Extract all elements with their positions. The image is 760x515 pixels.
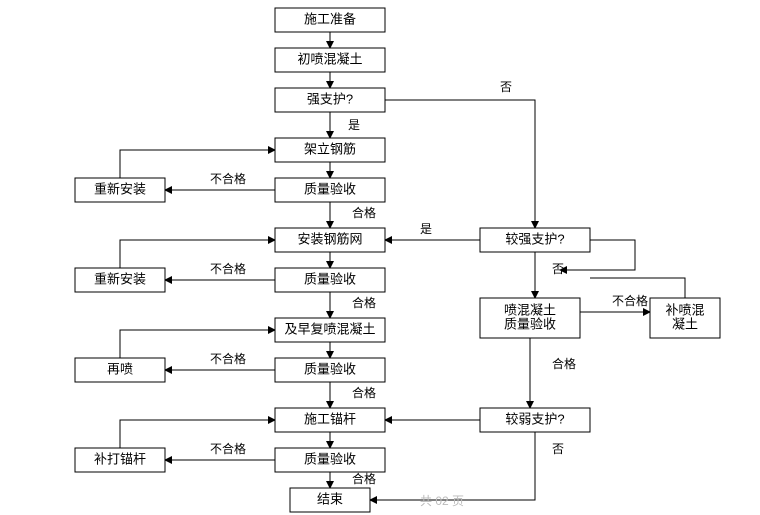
- edge-20: [120, 330, 275, 358]
- node-qa3: 质量验收: [275, 358, 385, 382]
- node-label-reinst2: 重新安装: [94, 271, 146, 286]
- node-end: 结束: [290, 488, 370, 512]
- node-label-spray1: 初喷混凝土: [297, 51, 362, 66]
- node-reinst1: 重新安装: [75, 178, 165, 202]
- node-label-respray: 及早复喷混凝土: [284, 321, 375, 336]
- node-label-qa1: 质量验收: [304, 181, 356, 196]
- node-qa4: 质量验收: [275, 448, 385, 472]
- node-label-supspray-0: 补喷混: [665, 302, 704, 317]
- node-strong: 强支护?: [275, 88, 385, 112]
- node-weak: 较弱支护?: [480, 408, 590, 432]
- node-label-qa2: 质量验收: [304, 271, 356, 286]
- watermark-text: 共 02 页: [420, 494, 464, 508]
- node-label-qa3: 质量验收: [304, 361, 356, 376]
- edge-label-5: 不合格: [210, 171, 246, 186]
- node-label-erect: 架立钢筋: [304, 141, 356, 156]
- node-label-weak: 较弱支护?: [505, 411, 564, 426]
- edge-label-9: 否: [552, 262, 564, 276]
- edge-label-8: 是: [420, 222, 432, 236]
- node-mesh: 安装钢筋网: [275, 228, 385, 252]
- edge-label-3: 否: [500, 80, 512, 94]
- nodes-layer: 施工准备初喷混凝土强支护?架立钢筋质量验收重新安装安装钢筋网较强支护?质量验收重…: [75, 8, 720, 512]
- edge-label-25: 不合格: [210, 441, 246, 456]
- node-label-end: 结束: [317, 491, 343, 506]
- edge-label-7: 合格: [352, 205, 376, 220]
- edge-label-12: 不合格: [210, 261, 246, 276]
- edge-label-14: 合格: [352, 295, 376, 310]
- node-label-strong: 强支护?: [307, 91, 353, 106]
- node-label-mesh: 安装钢筋网: [297, 231, 362, 246]
- edges-layer: 是否不合格合格是否不合格合格不合格合格不合格合格否不合格合格: [120, 32, 685, 500]
- edge-26: [120, 420, 275, 448]
- edge-label-2: 是: [348, 118, 360, 132]
- node-label-resp2: 再喷: [107, 361, 133, 376]
- node-label-qa4: 质量验收: [304, 451, 356, 466]
- node-label-prep: 施工准备: [304, 11, 356, 26]
- edge-6: [120, 150, 275, 178]
- node-medium: 较强支护?: [480, 228, 590, 252]
- edge-label-27: 合格: [352, 471, 376, 486]
- node-spray1: 初喷混凝土: [275, 48, 385, 72]
- node-qa2: 质量验收: [275, 268, 385, 292]
- node-respray: 及早复喷混凝土: [275, 318, 385, 342]
- node-label-anchor: 施工锚杆: [304, 411, 356, 426]
- node-label-conqa-0: 喷混凝土: [504, 302, 556, 317]
- node-label-supanch: 补打锚杆: [94, 451, 146, 466]
- node-label-supspray-1: 凝土: [672, 316, 698, 331]
- node-supspray: 补喷混凝土: [650, 298, 720, 338]
- node-erect: 架立钢筋: [275, 138, 385, 162]
- node-conqa: 喷混凝土质量验收: [480, 298, 580, 338]
- node-label-reinst1: 重新安装: [94, 181, 146, 196]
- node-label-medium: 较强支护?: [505, 231, 564, 246]
- edge-label-17: 合格: [552, 356, 576, 371]
- edge-label-23: 否: [552, 442, 564, 456]
- edge-label-15: 不合格: [612, 293, 648, 308]
- node-label-conqa-1: 质量验收: [504, 316, 556, 331]
- edge-label-21: 合格: [352, 385, 376, 400]
- node-anchor: 施工锚杆: [275, 408, 385, 432]
- node-prep: 施工准备: [275, 8, 385, 32]
- edge-3: [385, 100, 535, 228]
- node-supanch: 补打锚杆: [75, 448, 165, 472]
- edge-label-19: 不合格: [210, 351, 246, 366]
- node-resp2: 再喷: [75, 358, 165, 382]
- flowchart-canvas: 是否不合格合格是否不合格合格不合格合格不合格合格否不合格合格 施工准备初喷混凝土…: [0, 0, 760, 515]
- node-qa1: 质量验收: [275, 178, 385, 202]
- edge-23: [370, 432, 535, 500]
- node-reinst2: 重新安装: [75, 268, 165, 292]
- edge-13: [120, 240, 275, 268]
